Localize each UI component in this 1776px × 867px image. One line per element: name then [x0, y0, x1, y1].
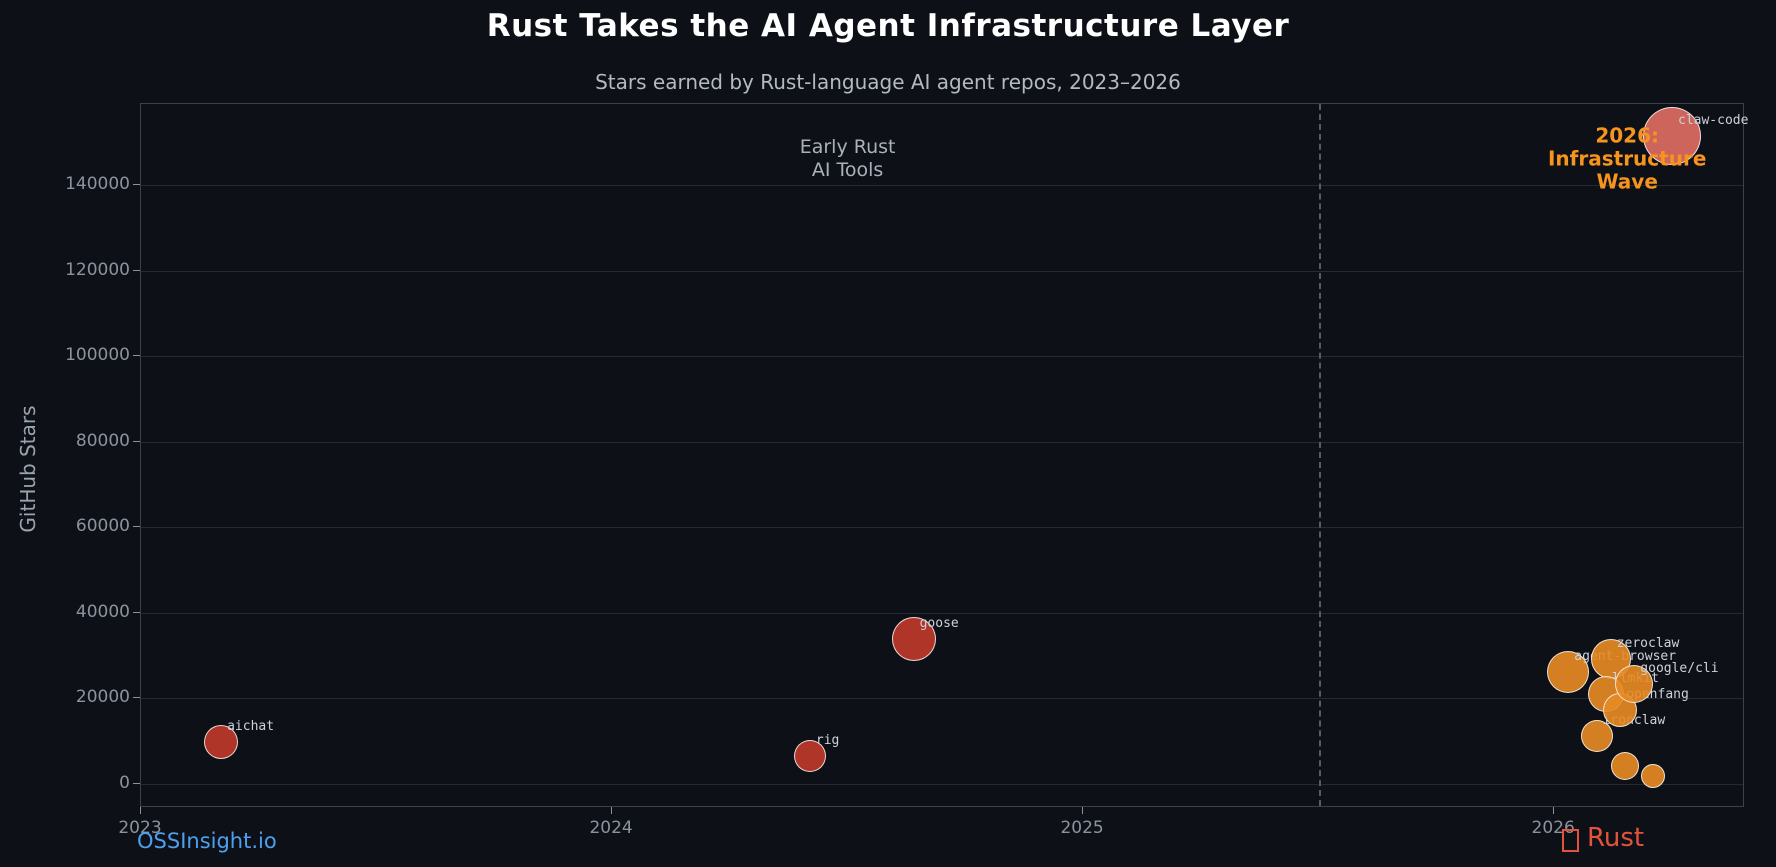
y-tick-mark [133, 697, 140, 699]
y-tick-label: 120000 [65, 259, 130, 280]
bubble-unlabeled[interactable] [1641, 763, 1666, 788]
x-tick-mark [1553, 807, 1555, 814]
y-tick-label: 80000 [75, 430, 130, 451]
point-label: google/cli [1640, 660, 1719, 676]
x-tick-mark [611, 807, 613, 814]
rust-brand-label: Rust [1587, 823, 1645, 853]
y-tick-label: 60000 [75, 516, 130, 537]
y-tick-mark [133, 526, 140, 528]
point-label: goose [919, 615, 959, 631]
y-gridline [141, 356, 1743, 358]
y-gridline [141, 270, 1743, 272]
y-gridline [141, 698, 1743, 700]
point-label: rig [815, 733, 840, 749]
y-tick-mark [133, 183, 140, 185]
y-gridline [141, 184, 1743, 186]
y-tick-mark [133, 611, 140, 613]
x-tick-label: 2024 [589, 818, 633, 838]
y-gridline [141, 441, 1743, 443]
x-tick-label: 2023 [118, 818, 162, 838]
era-annotation: Early Rust AI Tools [799, 136, 896, 182]
y-tick-label: 0 [119, 773, 130, 793]
x-tick-mark [1082, 807, 1084, 814]
y-gridline [141, 784, 1743, 785]
ossinsight-link[interactable]: OSSInsight.io [137, 829, 277, 853]
x-tick-label: 2025 [1060, 818, 1104, 838]
y-tick-mark [133, 269, 140, 271]
bubble-unlabeled[interactable] [1610, 752, 1639, 780]
bubble-google/cli[interactable] [1615, 664, 1654, 703]
y-tick-label: 40000 [75, 601, 130, 622]
y-gridline [141, 527, 1743, 529]
rust-crab-icon [1562, 829, 1579, 852]
rust-brand: Rust [1562, 823, 1644, 853]
era-divider-line [1318, 104, 1321, 806]
point-label: claw-code [1678, 112, 1749, 128]
era-annotation: 2026: Infrastructure Wave [1547, 123, 1707, 194]
point-label: zeroclaw [1616, 636, 1680, 651]
y-tick-label: 100000 [65, 345, 130, 366]
x-tick-mark [140, 807, 141, 814]
bubble-rig[interactable] [793, 740, 826, 773]
bubble-aichat[interactable] [204, 725, 239, 760]
point-label: aichat [227, 719, 275, 735]
bubble-ironclaw[interactable] [1580, 720, 1613, 753]
y-tick-mark [133, 355, 140, 357]
y-tick-mark [133, 783, 140, 784]
y-tick-label: 140000 [65, 173, 130, 194]
x-tick-label: 2026 [1531, 818, 1575, 838]
chart-subtitle: Stars earned by Rust-language AI agent r… [595, 70, 1181, 94]
bubble-claw-code[interactable] [1643, 106, 1701, 165]
y-gridline [141, 612, 1743, 614]
chart-title: Rust Takes the AI Agent Infrastructure L… [486, 8, 1290, 44]
bubble-goose[interactable] [891, 616, 936, 661]
y-tick-mark [133, 440, 140, 442]
plot-area: aichatriggooseagent-browserironclawzeroc… [140, 103, 1748, 807]
y-tick-label: 20000 [75, 687, 130, 708]
bubble-agent-browser[interactable] [1547, 650, 1590, 693]
